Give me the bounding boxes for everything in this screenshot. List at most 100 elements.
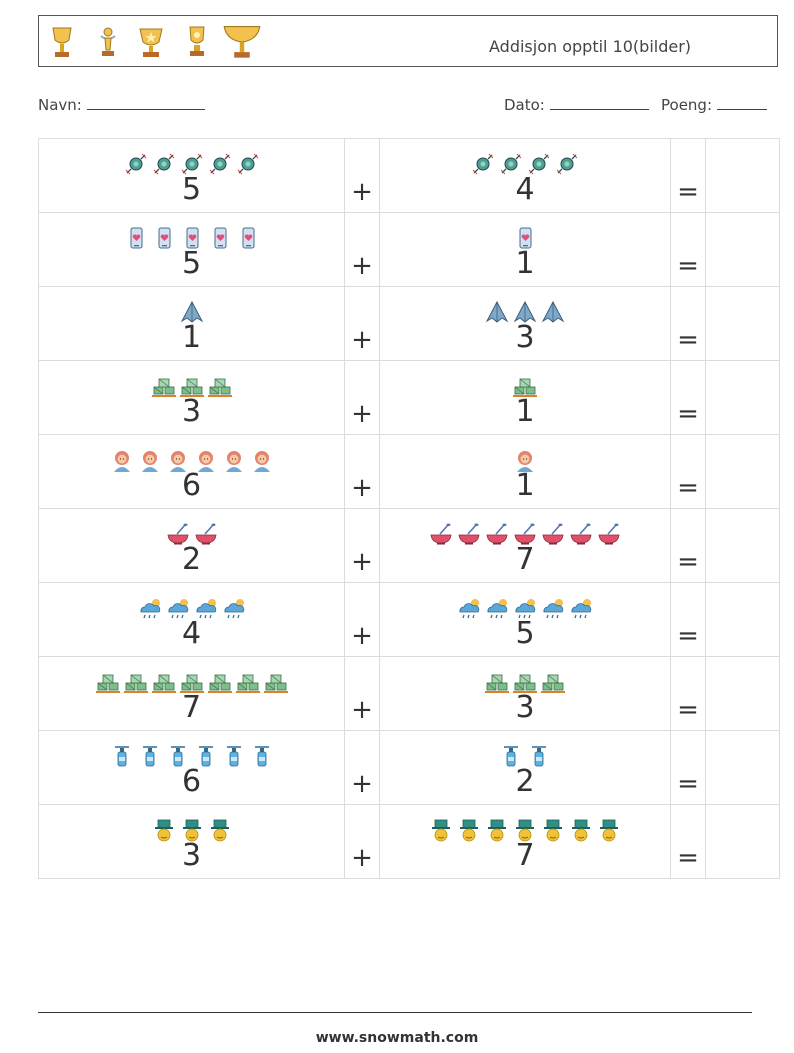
picture-row <box>380 521 670 549</box>
problem-row: 6 +2 = <box>38 730 780 805</box>
rain-cloud-icon <box>193 595 219 623</box>
answer-box[interactable] <box>705 804 780 879</box>
addend-a-number: 2 <box>181 542 202 577</box>
picture-row <box>39 817 344 845</box>
picture-row <box>39 521 344 549</box>
rain-cloud-icon <box>137 595 163 623</box>
equals-cell: = <box>670 212 706 287</box>
addend-a-number: 7 <box>181 690 202 725</box>
problem-row: 3 +7 = <box>38 804 780 879</box>
bowl-icon <box>484 521 510 549</box>
picture-row <box>39 743 344 771</box>
plus-cell: + <box>344 212 380 287</box>
bottle-icon <box>165 743 191 771</box>
equals-sign: = <box>677 695 699 725</box>
crates-icon <box>484 669 510 697</box>
equals-sign: = <box>677 843 699 873</box>
hat-man-icon <box>179 817 205 845</box>
trophy-star-icon <box>136 22 166 64</box>
rain-cloud-icon <box>484 595 510 623</box>
phone-heart-icon <box>123 225 149 253</box>
crates-icon <box>151 669 177 697</box>
addend-a-number: 5 <box>181 246 202 281</box>
bottle-icon <box>137 743 163 771</box>
answer-box[interactable] <box>705 582 780 657</box>
plus-sign: + <box>351 695 373 725</box>
equals-sign: = <box>677 251 699 281</box>
plus-cell: + <box>344 730 380 805</box>
equals-sign: = <box>677 325 699 355</box>
addend-a-cell: 3 <box>38 804 345 879</box>
answer-box[interactable] <box>705 434 780 509</box>
cape-icon <box>540 299 566 327</box>
problem-row: 4 +5 = <box>38 582 780 657</box>
answer-box[interactable] <box>705 212 780 287</box>
score-field: Poeng: <box>661 95 767 114</box>
equals-cell: = <box>670 286 706 361</box>
answer-box[interactable] <box>705 656 780 731</box>
bottle-icon <box>221 743 247 771</box>
answer-box[interactable] <box>705 360 780 435</box>
addend-a-cell: 4 <box>38 582 345 657</box>
worksheet-title: Addisjon opptil 10(bilder) <box>489 37 692 56</box>
candy-icon <box>123 151 149 179</box>
bowl-icon <box>165 521 191 549</box>
crates-icon <box>123 669 149 697</box>
answer-box[interactable] <box>705 730 780 805</box>
picture-row <box>39 299 344 327</box>
bowl-icon <box>193 521 219 549</box>
bottle-icon <box>498 743 524 771</box>
date-field: Dato: <box>504 95 649 114</box>
problem-row: 5 +4 = <box>38 138 780 213</box>
trophy-figure-icon <box>93 22 123 64</box>
hat-man-icon <box>207 817 233 845</box>
addend-a-cell: 6 <box>38 730 345 805</box>
rain-cloud-icon <box>512 595 538 623</box>
hat-man-icon <box>596 817 622 845</box>
plus-cell: + <box>344 360 380 435</box>
addend-b-cell: 1 <box>379 212 671 287</box>
rain-cloud-icon <box>221 595 247 623</box>
problem-row: 5 +1 = <box>38 212 780 287</box>
crates-icon <box>179 669 205 697</box>
plus-sign: + <box>351 251 373 281</box>
date-blank[interactable] <box>549 95 649 110</box>
addend-b-cell: 5 <box>379 582 671 657</box>
equals-cell: = <box>670 804 706 879</box>
bottle-icon <box>109 743 135 771</box>
candy-icon <box>526 151 552 179</box>
crates-icon <box>263 669 289 697</box>
girl-icon <box>109 447 135 475</box>
addend-a-number: 4 <box>181 616 202 651</box>
equals-sign: = <box>677 473 699 503</box>
picture-row <box>39 595 344 623</box>
picture-row <box>39 151 344 179</box>
picture-row <box>380 669 670 697</box>
addend-b-number: 1 <box>515 394 535 429</box>
problem-row: 7 +3 = <box>38 656 780 731</box>
cape-icon <box>512 299 538 327</box>
answer-box[interactable] <box>705 286 780 361</box>
score-blank[interactable] <box>716 95 767 110</box>
plus-sign: + <box>351 547 373 577</box>
phone-heart-icon <box>207 225 233 253</box>
bowl-icon <box>568 521 594 549</box>
trophy-vase-icon <box>182 22 212 64</box>
addend-b-number: 3 <box>515 320 535 355</box>
plus-sign: + <box>351 769 373 799</box>
addend-a-cell: 3 <box>38 360 345 435</box>
answer-box[interactable] <box>705 138 780 213</box>
addend-b-number: 7 <box>515 542 535 577</box>
name-field: Navn: <box>38 95 205 114</box>
bowl-icon <box>456 521 482 549</box>
picture-row <box>380 595 670 623</box>
bowl-icon <box>596 521 622 549</box>
equals-sign: = <box>677 621 699 651</box>
worksheet-header: Addisjon opptil 10(bilder) <box>38 15 778 67</box>
bottle-icon <box>193 743 219 771</box>
addend-b-cell: 1 <box>379 434 671 509</box>
name-blank[interactable] <box>86 95 205 110</box>
answer-box[interactable] <box>705 508 780 583</box>
problem-row: 2 +7 = <box>38 508 780 583</box>
cape-icon <box>179 299 205 327</box>
